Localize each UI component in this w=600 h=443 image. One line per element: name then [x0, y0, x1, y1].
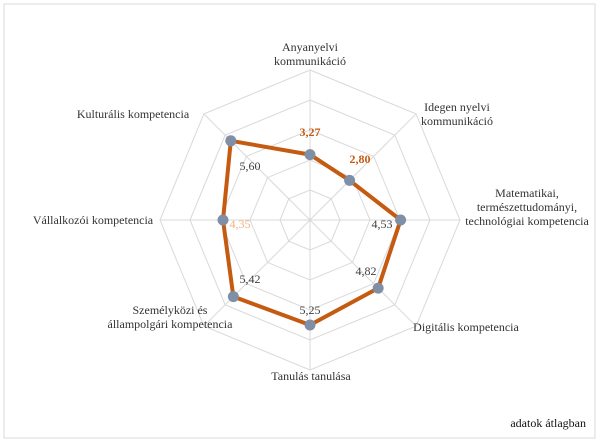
marker — [304, 319, 316, 331]
category-label: Kulturális kompetencia — [76, 107, 190, 121]
value-label: 4,53 — [372, 217, 393, 231]
frame — [3, 3, 596, 439]
category-label: Matematikai, természettudományi, technol… — [465, 186, 589, 228]
marker — [304, 149, 316, 161]
spoke — [309, 113, 417, 221]
spoke — [309, 219, 417, 327]
spoke — [203, 219, 311, 327]
value-label: 4,82 — [356, 264, 377, 278]
category-label: Vállalkozói kompetencia — [32, 213, 154, 227]
value-label: 2,80 — [350, 152, 371, 166]
category-label: Anyanyelvi kommunikáció — [274, 40, 346, 68]
value-label: 5,42 — [240, 272, 261, 286]
category-label: Tanulás tanulása — [271, 369, 351, 383]
marker — [225, 135, 237, 147]
value-label: 3,27 — [300, 125, 321, 139]
category-label: Digitális kompetencia — [413, 320, 519, 334]
value-label: 4,35 — [230, 217, 251, 231]
marker — [372, 282, 384, 294]
value-label: 5,25 — [300, 303, 321, 317]
category-label: Idegen nyelvi kommunikáció — [421, 100, 493, 128]
marker — [227, 291, 239, 303]
annotation: adatok átlagban — [510, 416, 586, 430]
marker — [217, 214, 229, 226]
category-label: Személyközi és állampolgári kompetencia — [107, 303, 233, 331]
spoke — [203, 113, 311, 221]
value-label: 5,60 — [240, 159, 261, 173]
marker — [344, 174, 356, 186]
marker — [395, 214, 407, 226]
